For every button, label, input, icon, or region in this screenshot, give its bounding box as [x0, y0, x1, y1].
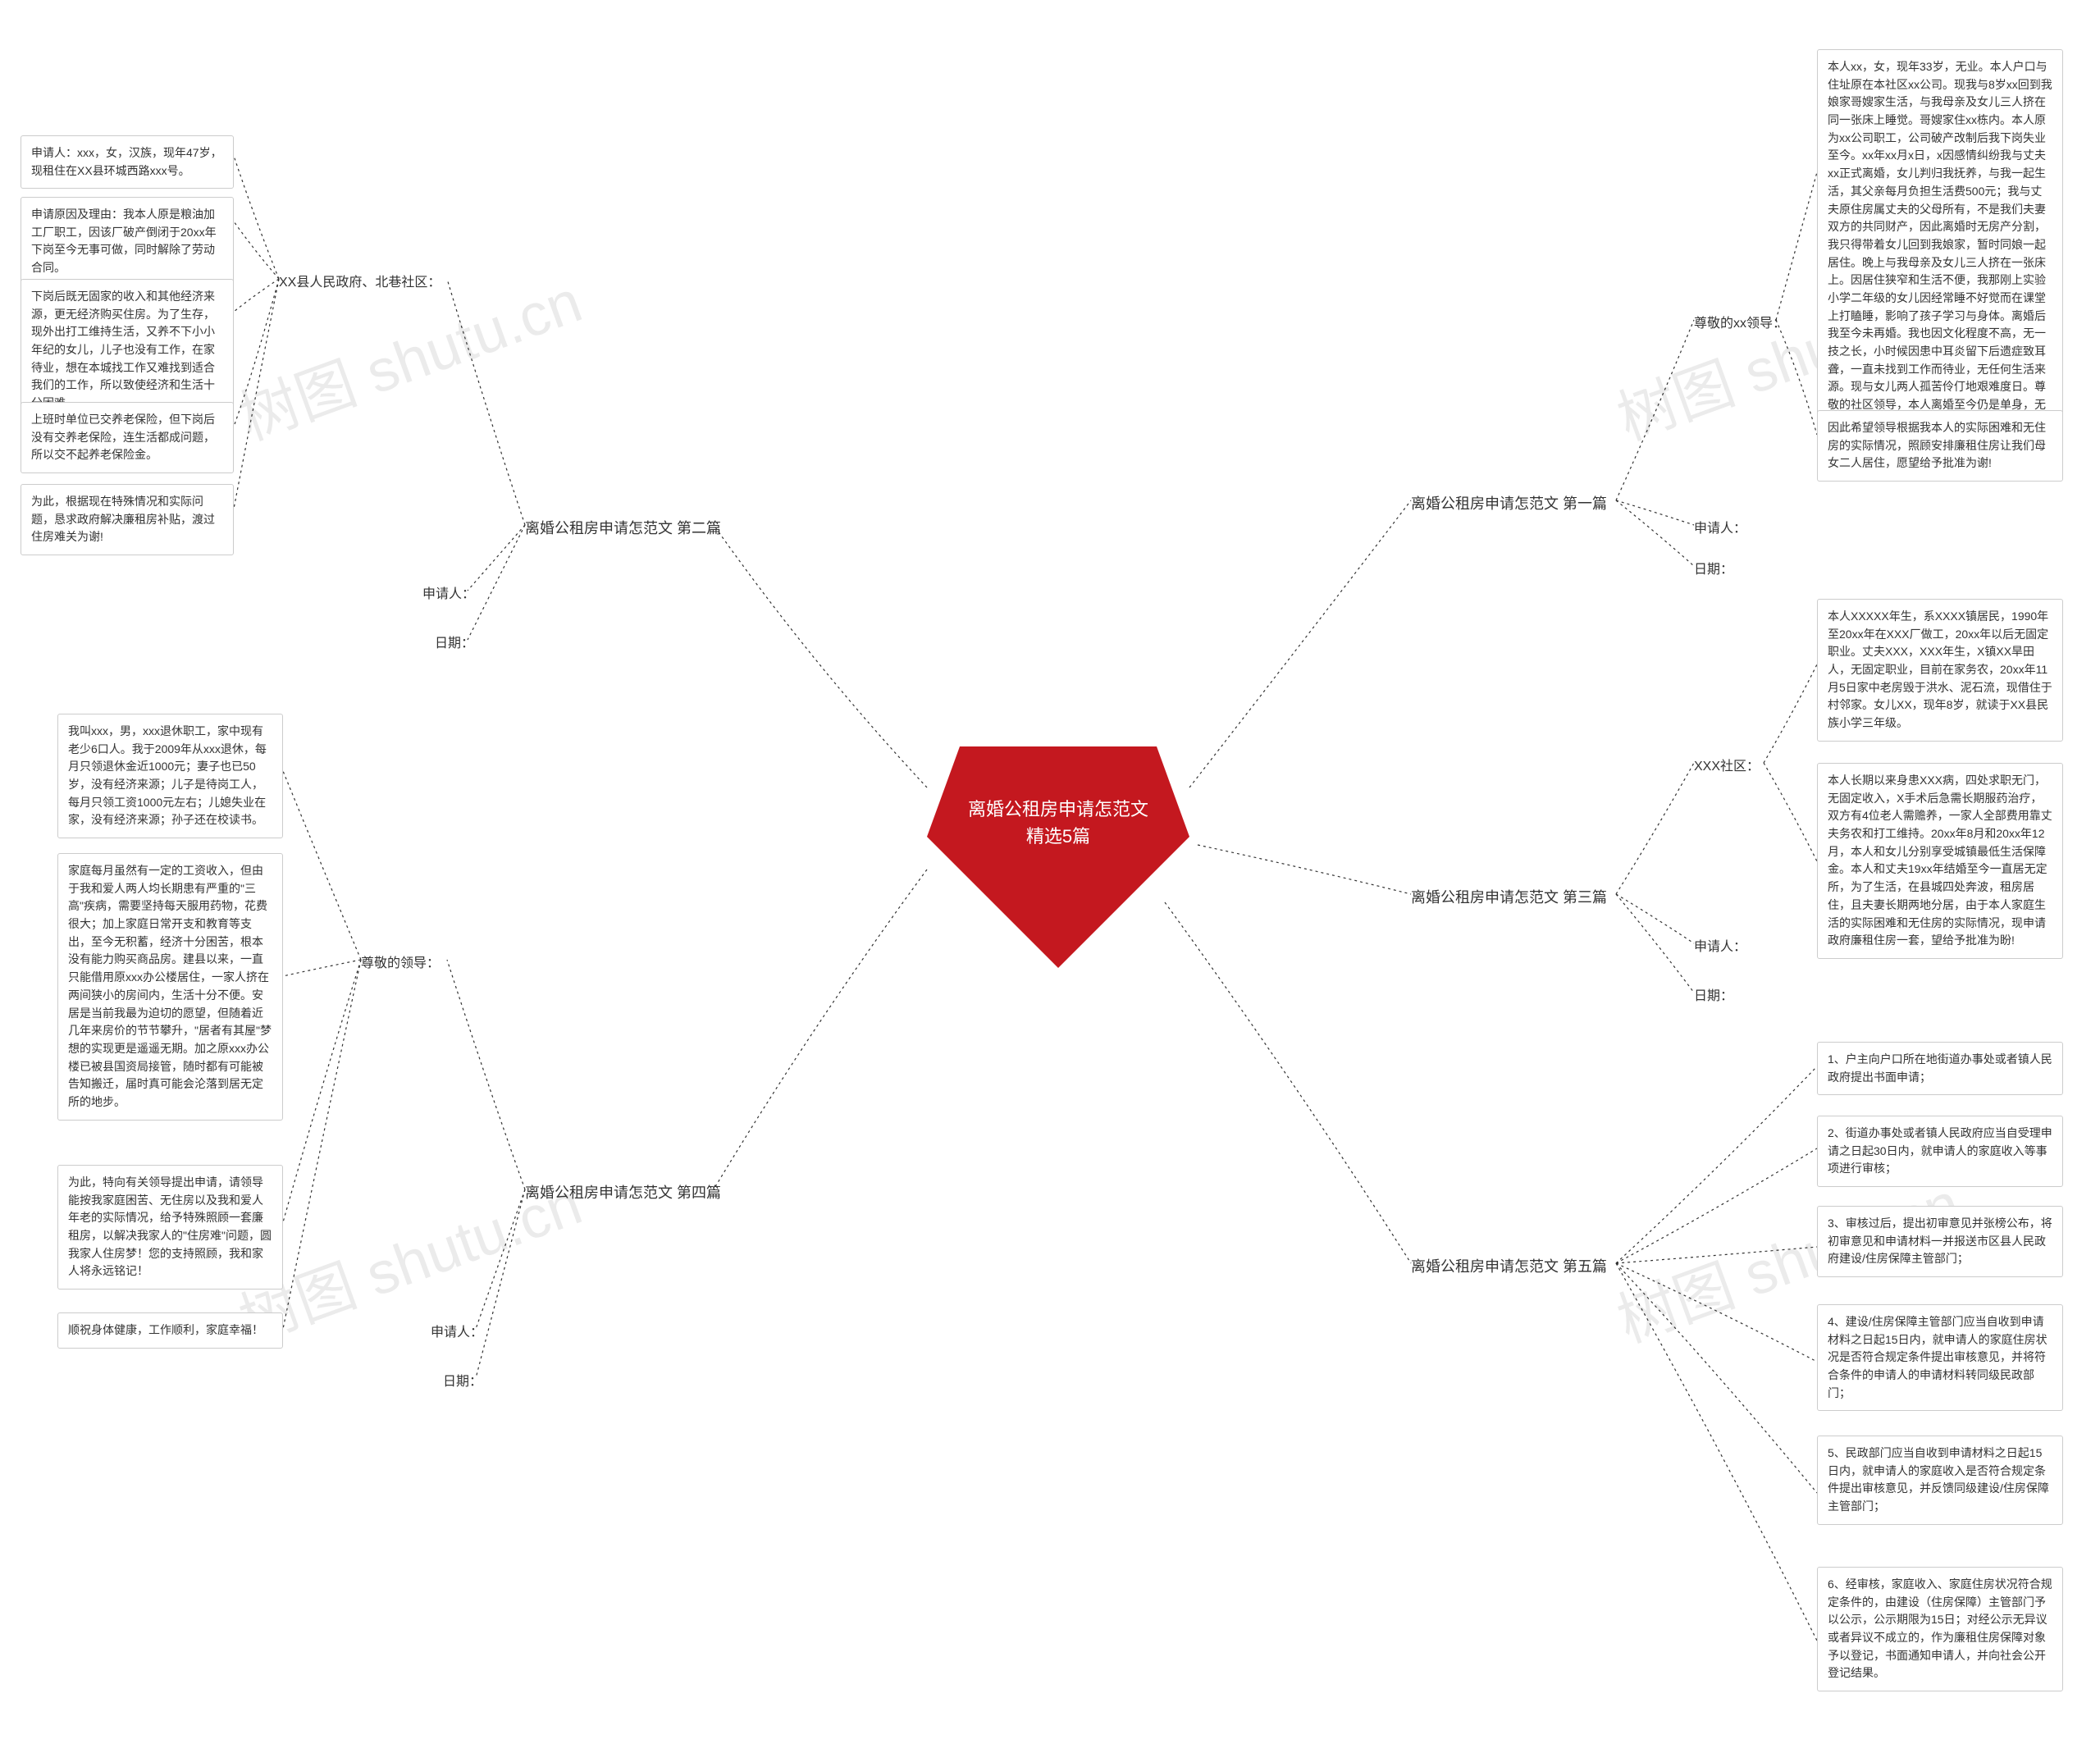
branch-2: 离婚公租房申请怎范文 第二篇: [525, 517, 721, 538]
b2-sub-0: XX县人民政府、北巷社区：: [279, 271, 441, 290]
b4-leaf-0-1: 家庭每月虽然有一定的工资收入，但由于我和爱人两人均长期患有严重的"三高"疾病，需…: [57, 853, 283, 1121]
b2-sub-2: 日期：: [435, 632, 474, 651]
b2-sub-1: 申请人：: [422, 582, 475, 602]
b2-leaf-0-1: 申请原因及理由：我本人原是粮油加工厂职工，因该厂破产倒闭于20xx年下岗至今无事…: [21, 197, 234, 286]
b4-leaf-0-2: 为此，特向有关领导提出申请，请领导能按我家庭困苦、无住房以及我和爱人年老的实际情…: [57, 1165, 283, 1290]
b5-leaf-5: 6、经审核，家庭收入、家庭住房状况符合规定条件的，由建设（住房保障）主管部门予以…: [1817, 1567, 2063, 1691]
b2-leaf-0-4: 为此，根据现在特殊情况和实际问题，恳求政府解决廉租房补贴，渡过住房难关为谢!: [21, 484, 234, 555]
center-title: 离婚公租房申请怎范文精选5篇: [927, 796, 1189, 850]
b3-sub-1: 申请人：: [1694, 935, 1746, 955]
branch-3: 离婚公租房申请怎范文 第三篇: [1411, 886, 1607, 907]
b5-leaf-1: 2、街道办事处或者镇人民政府应当自受理申请之日起30日内，就申请人的家庭收入等事…: [1817, 1116, 2063, 1187]
branch-1: 离婚公租房申请怎范文 第一篇: [1411, 492, 1607, 514]
b1-leaf-0-0: 本人xx，女，现年33岁，无业。本人户口与住址原在本社区xx公司。现我与8岁xx…: [1817, 49, 2063, 459]
b5-leaf-0: 1、户主向户口所在地街道办事处或者镇人民政府提出书面申请；: [1817, 1042, 2063, 1095]
b4-leaf-0-0: 我叫xxx，男，xxx退休职工，家中现有老少6口人。我于2009年从xxx退休，…: [57, 714, 283, 838]
b1-leaf-0-1: 因此希望领导根据我本人的实际困难和无住房的实际情况，照顾安排廉租住房让我们母女二…: [1817, 410, 2063, 482]
b4-sub-1: 申请人：: [431, 1321, 483, 1340]
b4-leaf-0-3: 顺祝身体健康，工作顺利，家庭幸福！: [57, 1312, 283, 1349]
b3-leaf-0-0: 本人XXXXX年生，系XXXX镇居民，1990年至20xx年在XXX厂做工，20…: [1817, 599, 2063, 742]
b3-sub-2: 日期：: [1694, 984, 1733, 1004]
b5-leaf-4: 5、民政部门应当自收到申请材料之日起15日内，就申请人的家庭收入是否符合规定条件…: [1817, 1436, 2063, 1525]
b2-leaf-0-2: 下岗后既无固家的收入和其他经济来源，更无经济购买住房。为了生存，现外出打工维持生…: [21, 279, 234, 422]
b2-leaf-0-0: 申请人：xxx，女，汉族，现年47岁，现租住在XX县环城西路xxx号。: [21, 135, 234, 189]
b5-leaf-3: 4、建设/住房保障主管部门应当自收到申请材料之日起15日内，就申请人的家庭住房状…: [1817, 1304, 2063, 1411]
b3-leaf-0-1: 本人长期以来身患XXX病，四处求职无门，无固定收入，X手术后急需长期服药治疗，双…: [1817, 763, 2063, 959]
b2-leaf-0-3: 上班时单位已交养老保险，但下岗后没有交养老保险，连生活都成问题，所以交不起养老保…: [21, 402, 234, 473]
b1-sub-0: 尊敬的xx领导：: [1694, 312, 1786, 331]
branch-4: 离婚公租房申请怎范文 第四篇: [525, 1181, 721, 1203]
b4-sub-2: 日期：: [443, 1370, 482, 1390]
b3-sub-0: XXX社区：: [1694, 755, 1760, 774]
b4-sub-0: 尊敬的领导：: [361, 952, 440, 971]
b5-leaf-2: 3、审核过后，提出初审意见并张榜公布，将初审意见和申请材料一并报送市区县人民政府…: [1817, 1206, 2063, 1277]
b1-sub-1: 申请人：: [1694, 517, 1746, 536]
branch-5: 离婚公租房申请怎范文 第五篇: [1411, 1255, 1607, 1276]
b1-sub-2: 日期：: [1694, 558, 1733, 577]
